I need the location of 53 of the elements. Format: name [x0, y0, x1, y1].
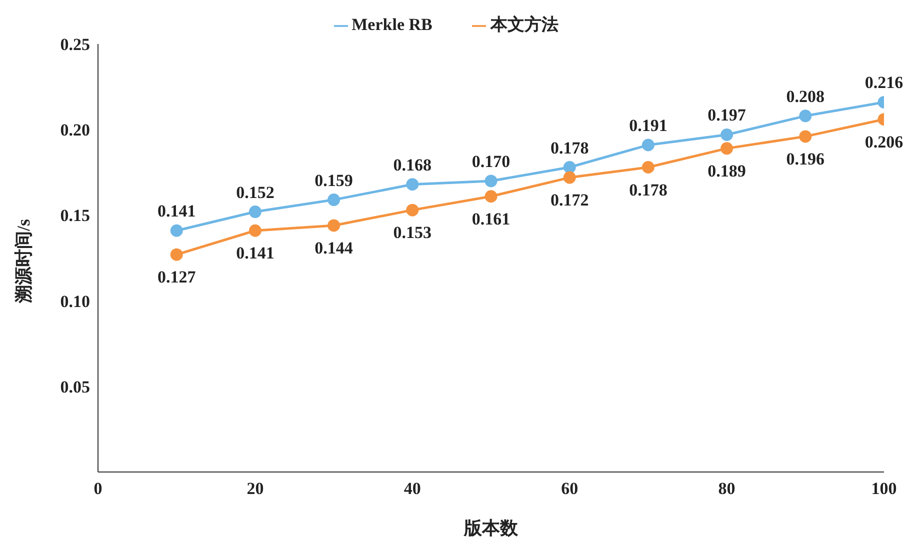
data-label: 0.191 — [629, 116, 668, 136]
y-tick-label: 0.20 — [60, 120, 90, 140]
data-label: 0.153 — [393, 223, 432, 242]
point — [170, 248, 183, 261]
point — [642, 138, 654, 152]
x-tick-label: 40 — [404, 479, 421, 498]
data-label: 0.161 — [472, 209, 510, 228]
point — [406, 204, 419, 216]
data-label: 0.206 — [864, 132, 904, 152]
legend-label: 本文方法 — [490, 15, 558, 34]
x-tick-label: 20 — [246, 479, 264, 498]
point — [248, 206, 262, 218]
point — [720, 142, 734, 155]
data-label: 0.178 — [629, 180, 668, 200]
data-label: 0.144 — [314, 238, 354, 258]
point — [642, 161, 654, 174]
point — [406, 178, 419, 191]
x-tick-label: 80 — [718, 479, 736, 498]
data-label: 0.170 — [472, 152, 510, 171]
data-label: 0.216 — [864, 73, 904, 92]
point — [563, 161, 576, 174]
data-label: 0.208 — [786, 86, 825, 106]
x-axis-title: 版本数 — [463, 518, 519, 538]
data-label: 0.152 — [236, 182, 274, 202]
y-axis-title: 溯源时间/s — [13, 218, 34, 304]
point — [799, 110, 812, 122]
data-label: 0.197 — [708, 106, 746, 125]
point — [328, 219, 340, 232]
point — [563, 171, 576, 184]
y-tick-label: 0.05 — [60, 377, 90, 396]
data-label: 0.141 — [236, 244, 274, 263]
point — [799, 130, 812, 143]
x-tick-label: 60 — [561, 479, 578, 498]
point — [484, 190, 498, 203]
x-tick-label: 0 — [94, 479, 102, 498]
point — [328, 194, 340, 206]
point — [248, 224, 262, 237]
data-label: 0.196 — [786, 149, 825, 168]
legend-label: Merkle RB — [352, 15, 432, 34]
data-label: 0.178 — [550, 138, 589, 158]
y-tick-label: 0.15 — [60, 206, 90, 226]
x-tick-label: 100 — [871, 479, 897, 498]
data-label: 0.127 — [157, 268, 196, 287]
data-label: 0.172 — [550, 190, 589, 210]
data-label: 0.141 — [157, 202, 196, 221]
data-label: 0.189 — [708, 161, 746, 180]
data-label: 0.159 — [314, 170, 353, 190]
point — [170, 224, 183, 237]
point — [720, 128, 734, 141]
data-label: 0.168 — [393, 155, 432, 174]
y-tick-label: 0.25 — [60, 35, 90, 54]
point — [484, 174, 498, 188]
y-tick-label: 0.10 — [60, 292, 90, 311]
